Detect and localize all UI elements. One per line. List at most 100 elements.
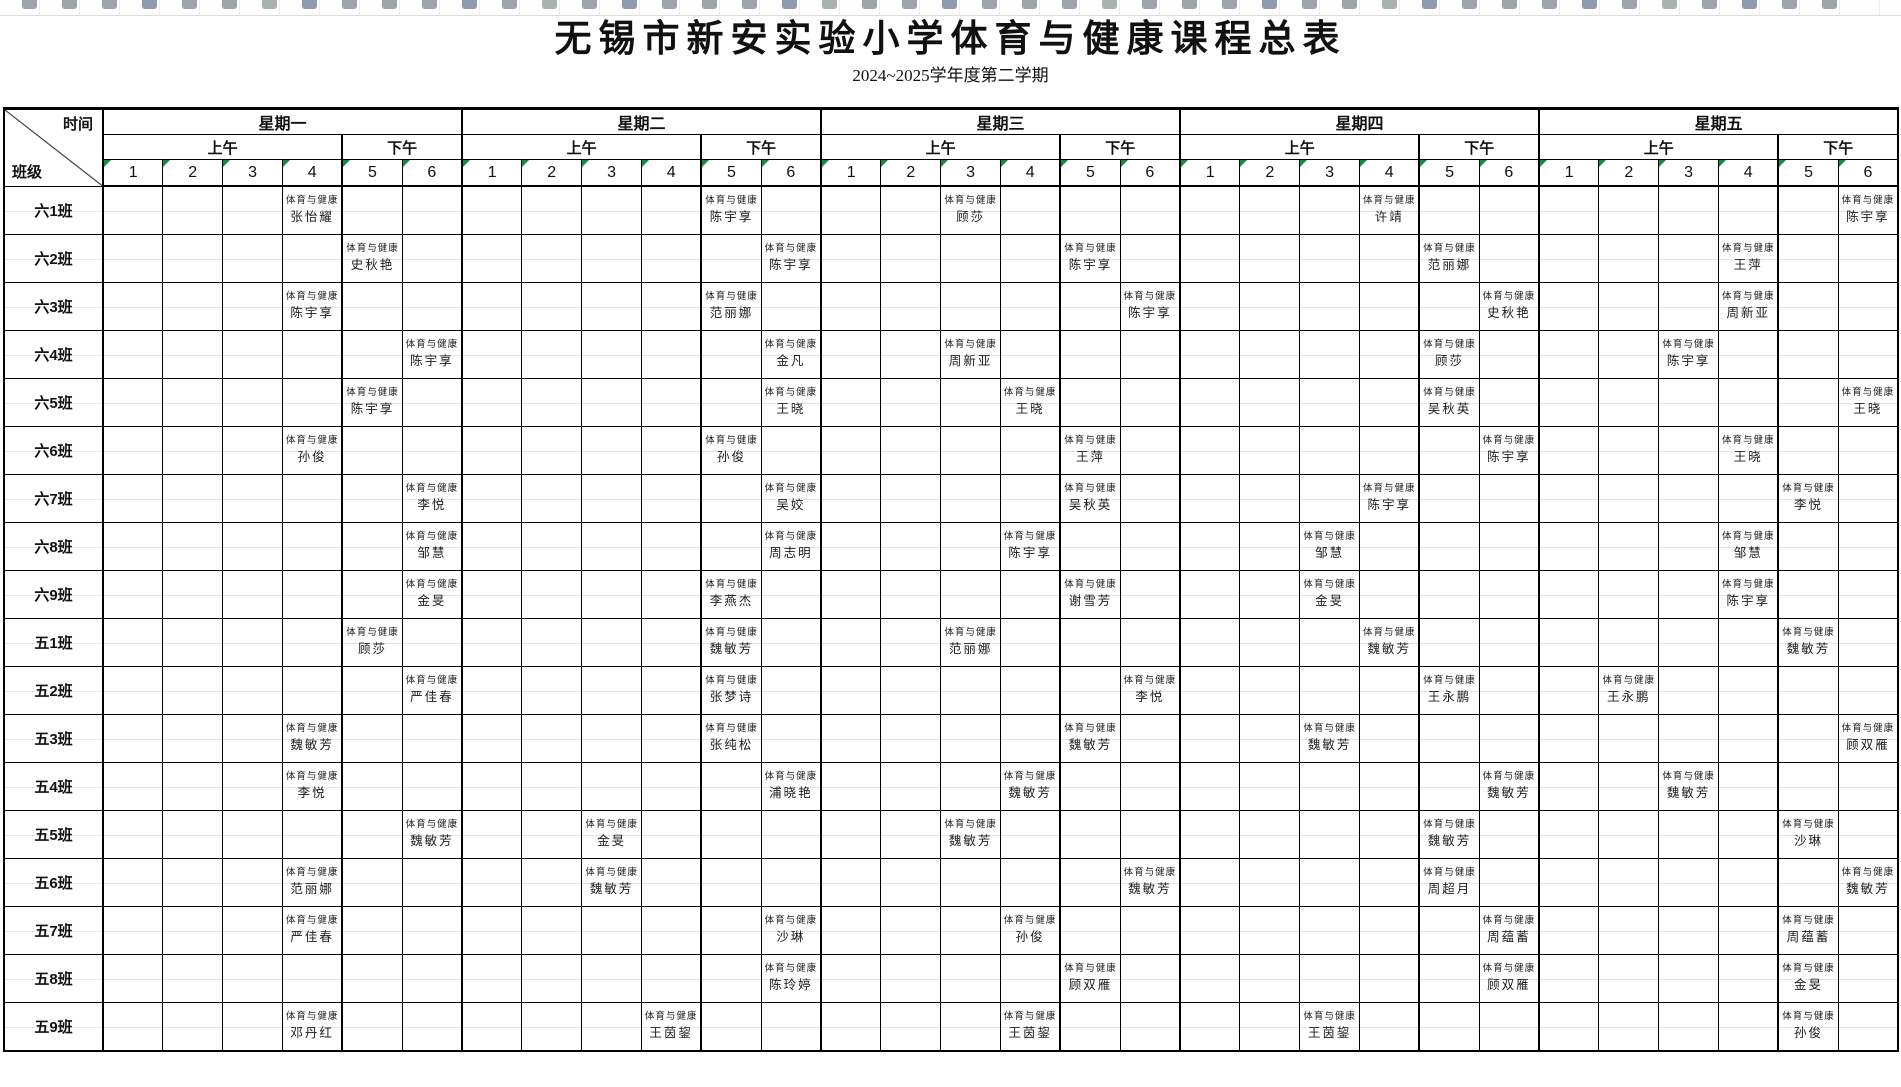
schedule-cell[interactable] <box>1538 185 1600 235</box>
schedule-cell[interactable] <box>641 330 702 379</box>
schedule-cell[interactable] <box>1478 522 1540 571</box>
schedule-cell[interactable] <box>521 185 583 235</box>
schedule-cell[interactable] <box>1538 666 1600 715</box>
schedule-cell[interactable] <box>1418 426 1480 475</box>
schedule-cell[interactable] <box>1179 1002 1241 1052</box>
schedule-cell[interactable] <box>1478 618 1540 667</box>
period-number-cell[interactable]: 6 <box>1478 159 1540 187</box>
schedule-cell[interactable] <box>1478 330 1540 379</box>
schedule-cell[interactable] <box>1119 185 1181 235</box>
schedule-cell[interactable] <box>880 906 942 955</box>
schedule-cell[interactable] <box>641 185 702 235</box>
schedule-cell[interactable] <box>760 714 822 763</box>
schedule-cell[interactable] <box>162 954 224 1003</box>
schedule-cell[interactable]: 体育与健康 魏敏芳 <box>1658 762 1720 811</box>
period-number-cell[interactable]: 4 <box>281 159 343 187</box>
schedule-cell[interactable] <box>1119 522 1181 571</box>
schedule-cell[interactable] <box>820 954 882 1003</box>
period-number-cell[interactable]: 2 <box>1598 159 1660 187</box>
schedule-cell[interactable] <box>102 234 164 283</box>
schedule-cell[interactable] <box>461 858 523 907</box>
schedule-cell[interactable] <box>1119 570 1181 619</box>
schedule-cell[interactable]: 体育与健康 吴姣 <box>760 474 822 523</box>
schedule-cell[interactable] <box>1418 954 1480 1003</box>
class-name-cell[interactable]: 六9班 <box>3 570 104 619</box>
schedule-cell[interactable] <box>1837 570 1899 619</box>
schedule-cell[interactable] <box>1658 474 1720 523</box>
schedule-cell[interactable] <box>102 858 164 907</box>
schedule-cell[interactable] <box>1059 522 1121 571</box>
schedule-cell[interactable] <box>940 954 1002 1003</box>
schedule-cell[interactable]: 体育与健康 金旻 <box>1299 570 1361 619</box>
schedule-cell[interactable] <box>1119 330 1181 379</box>
schedule-cell[interactable] <box>1598 474 1660 523</box>
class-name-cell[interactable]: 五4班 <box>3 762 104 811</box>
toolbar-icon[interactable] <box>222 0 237 9</box>
schedule-cell[interactable] <box>222 810 283 859</box>
schedule-cell[interactable] <box>1718 858 1779 907</box>
schedule-cell[interactable] <box>700 762 762 811</box>
schedule-cell[interactable] <box>1119 426 1181 475</box>
schedule-cell[interactable] <box>1478 1002 1540 1052</box>
schedule-cell[interactable] <box>1000 282 1061 331</box>
schedule-cell[interactable] <box>1000 185 1061 235</box>
schedule-cell[interactable] <box>940 282 1002 331</box>
schedule-cell[interactable] <box>222 618 283 667</box>
schedule-cell[interactable] <box>521 378 583 427</box>
schedule-cell[interactable] <box>1478 185 1540 235</box>
schedule-cell[interactable] <box>1239 330 1301 379</box>
toolbar-icon[interactable] <box>862 0 877 9</box>
schedule-cell[interactable] <box>1000 330 1061 379</box>
toolbar-icon[interactable] <box>422 0 437 9</box>
schedule-cell[interactable] <box>521 858 583 907</box>
schedule-cell[interactable] <box>581 474 642 523</box>
schedule-cell[interactable] <box>1598 426 1660 475</box>
schedule-cell[interactable] <box>222 282 283 331</box>
toolbar-icon[interactable] <box>382 0 397 9</box>
schedule-cell[interactable] <box>820 810 882 859</box>
schedule-cell[interactable] <box>162 810 224 859</box>
schedule-cell[interactable]: 体育与健康 严佳春 <box>281 906 343 955</box>
schedule-cell[interactable] <box>1359 282 1420 331</box>
schedule-cell[interactable] <box>222 954 283 1003</box>
schedule-cell[interactable] <box>880 714 942 763</box>
schedule-cell[interactable]: 体育与健康 史秋艳 <box>341 234 403 283</box>
schedule-cell[interactable]: 体育与健康 王萍 <box>1718 234 1779 283</box>
schedule-cell[interactable] <box>1598 522 1660 571</box>
schedule-cell[interactable]: 体育与健康 李燕杰 <box>700 570 762 619</box>
schedule-cell[interactable] <box>700 954 762 1003</box>
schedule-cell[interactable] <box>1598 234 1660 283</box>
schedule-cell[interactable]: 体育与健康 张梦诗 <box>700 666 762 715</box>
period-number-cell[interactable]: 2 <box>162 159 224 187</box>
schedule-cell[interactable] <box>880 522 942 571</box>
schedule-cell[interactable] <box>1359 234 1420 283</box>
schedule-cell[interactable] <box>222 714 283 763</box>
schedule-cell[interactable] <box>222 666 283 715</box>
schedule-cell[interactable]: 体育与健康 周超月 <box>1418 858 1480 907</box>
schedule-cell[interactable] <box>162 474 224 523</box>
schedule-cell[interactable] <box>1359 570 1420 619</box>
schedule-cell[interactable] <box>222 378 283 427</box>
schedule-cell[interactable] <box>641 666 702 715</box>
schedule-cell[interactable]: 体育与健康 陈宇享 <box>760 234 822 283</box>
toolbar-icon[interactable] <box>1662 0 1677 9</box>
schedule-cell[interactable] <box>1359 810 1420 859</box>
schedule-cell[interactable] <box>880 282 942 331</box>
schedule-cell[interactable] <box>820 426 882 475</box>
schedule-cell[interactable] <box>760 810 822 859</box>
schedule-cell[interactable] <box>102 570 164 619</box>
period-number-cell[interactable]: 1 <box>461 159 523 187</box>
schedule-cell[interactable] <box>102 378 164 427</box>
schedule-cell[interactable]: 体育与健康 李悦 <box>281 762 343 811</box>
schedule-cell[interactable] <box>1658 1002 1720 1052</box>
schedule-cell[interactable]: 体育与健康 沙琳 <box>1777 810 1839 859</box>
schedule-cell[interactable] <box>521 618 583 667</box>
schedule-cell[interactable] <box>641 474 702 523</box>
schedule-cell[interactable] <box>1478 666 1540 715</box>
schedule-cell[interactable] <box>1538 474 1600 523</box>
day-header-4[interactable]: 星期四 <box>1179 107 1540 135</box>
schedule-cell[interactable] <box>1299 618 1361 667</box>
schedule-cell[interactable]: 体育与健康 魏敏芳 <box>1777 618 1839 667</box>
schedule-cell[interactable] <box>341 954 403 1003</box>
schedule-cell[interactable] <box>641 618 702 667</box>
